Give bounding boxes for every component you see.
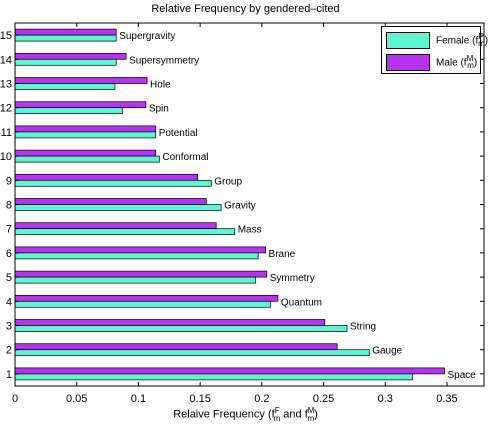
bar-label-supersymmetry: Supersymmetry bbox=[129, 55, 199, 66]
bar-label-supergravity: Supergravity bbox=[119, 31, 175, 42]
legend-entry-male: Male (fMm) bbox=[386, 53, 477, 71]
y-tick-label: 2 bbox=[6, 345, 12, 357]
bar-female-string bbox=[14, 325, 348, 332]
y-tick-label: 9 bbox=[6, 175, 12, 187]
bar-male-gravity bbox=[14, 198, 207, 205]
bar-male-quantum bbox=[14, 294, 279, 302]
axes-group: 0 0.05 0.1 0.15 0.2 0.25 0.3 0.3512345678910111… bbox=[0, 22, 485, 405]
bar-label-hole: Hole bbox=[150, 80, 171, 91]
bar-female-supersymmetry bbox=[14, 58, 117, 66]
y-tick-label: 4 bbox=[6, 296, 12, 308]
bar-male-brane bbox=[14, 246, 266, 254]
bar-female-conformal bbox=[14, 155, 160, 163]
bar-label-gauge: Gauge bbox=[372, 346, 402, 357]
legend: Female (fFm) Male (fMm) bbox=[381, 26, 488, 74]
x-tick-label: 0.15 bbox=[189, 393, 210, 405]
bar-male-potential bbox=[14, 125, 157, 133]
y-tick-label: 10 bbox=[0, 151, 12, 163]
bar-female-supergravity bbox=[14, 34, 117, 42]
y-tick-label: 11 bbox=[1, 127, 12, 139]
bar-female-hole bbox=[14, 83, 116, 90]
legend-entry-female: Female (fFm) bbox=[386, 31, 488, 49]
y-tick-label: 14 bbox=[0, 54, 12, 66]
bar-female-quantum bbox=[14, 300, 271, 308]
y-tick-label: 5 bbox=[6, 272, 12, 284]
bar-female-space bbox=[14, 373, 413, 381]
bar-label-brane: Brane bbox=[269, 249, 296, 260]
bar-label-group: Group bbox=[214, 176, 242, 187]
x-tick-label: 0.05 bbox=[66, 393, 87, 405]
bar-label-symmetry: Symmetry bbox=[270, 273, 315, 284]
bar-male-supersymmetry bbox=[14, 52, 127, 60]
bar-label-mass: Mass bbox=[238, 225, 262, 236]
legend-swatch-male bbox=[386, 53, 430, 71]
legend-swatch-female bbox=[386, 31, 430, 49]
bar-male-supergravity bbox=[14, 28, 117, 36]
bar-label-potential: Potential bbox=[159, 128, 198, 139]
legend-label-male: Male (fMm) bbox=[436, 53, 478, 71]
x-tick-label: 0 bbox=[12, 393, 18, 405]
bar-female-gauge bbox=[14, 349, 370, 357]
y-tick-label: 8 bbox=[6, 200, 12, 212]
x-tick-label: 0.1 bbox=[131, 393, 146, 405]
bar-label-string: String bbox=[350, 322, 376, 333]
bar-male-space bbox=[14, 367, 445, 375]
bar-male-hole bbox=[14, 77, 148, 84]
y-tick-label: 3 bbox=[6, 321, 12, 333]
chart-title: Relative Frequency by gendered–cited bbox=[151, 3, 340, 15]
bar-male-mass bbox=[14, 222, 217, 230]
bar-male-conformal bbox=[14, 149, 157, 157]
bar-male-string bbox=[14, 319, 326, 326]
y-tick-label: 13 bbox=[0, 79, 12, 91]
bar-female-spin bbox=[14, 107, 123, 115]
bar-label-gravity: Gravity bbox=[224, 201, 256, 212]
x-tick-label: 0.35 bbox=[436, 393, 457, 405]
bar-label-quantum: Quantum bbox=[281, 297, 322, 308]
bar-male-gauge bbox=[14, 343, 338, 351]
y-tick-label: 1 bbox=[6, 369, 12, 381]
bar-female-gravity bbox=[14, 204, 222, 211]
x-tick-label: 0.2 bbox=[254, 393, 269, 405]
x-axis-label: Relaive Frequency (fFm and fMm) bbox=[173, 406, 318, 423]
y-tick-label: 6 bbox=[6, 248, 12, 260]
bar-male-group bbox=[14, 173, 199, 181]
y-tick-label: 15 bbox=[0, 30, 12, 42]
bar-label-conformal: Conformal bbox=[162, 152, 208, 163]
bar-male-spin bbox=[14, 101, 147, 109]
bar-labels-group: Space Gauge String Quantum Symmetry Brane Mass… bbox=[119, 31, 476, 381]
bar-female-symmetry bbox=[14, 276, 257, 284]
bar-female-brane bbox=[14, 252, 259, 260]
bar-female-potential bbox=[14, 131, 157, 139]
bars-group bbox=[14, 28, 445, 381]
y-tick-label: 7 bbox=[6, 224, 12, 236]
bar-female-group bbox=[14, 179, 212, 187]
bar-label-spin: Spin bbox=[149, 104, 169, 115]
bar-female-mass bbox=[14, 228, 236, 236]
bar-male-symmetry bbox=[14, 270, 268, 278]
x-tick-label: 0.25 bbox=[313, 393, 334, 405]
x-tick-label: 0.3 bbox=[378, 393, 393, 405]
y-tick-label: 12 bbox=[0, 103, 12, 115]
legend-label-female: Female (fFm) bbox=[436, 31, 489, 49]
bar-label-space: Space bbox=[448, 370, 477, 381]
